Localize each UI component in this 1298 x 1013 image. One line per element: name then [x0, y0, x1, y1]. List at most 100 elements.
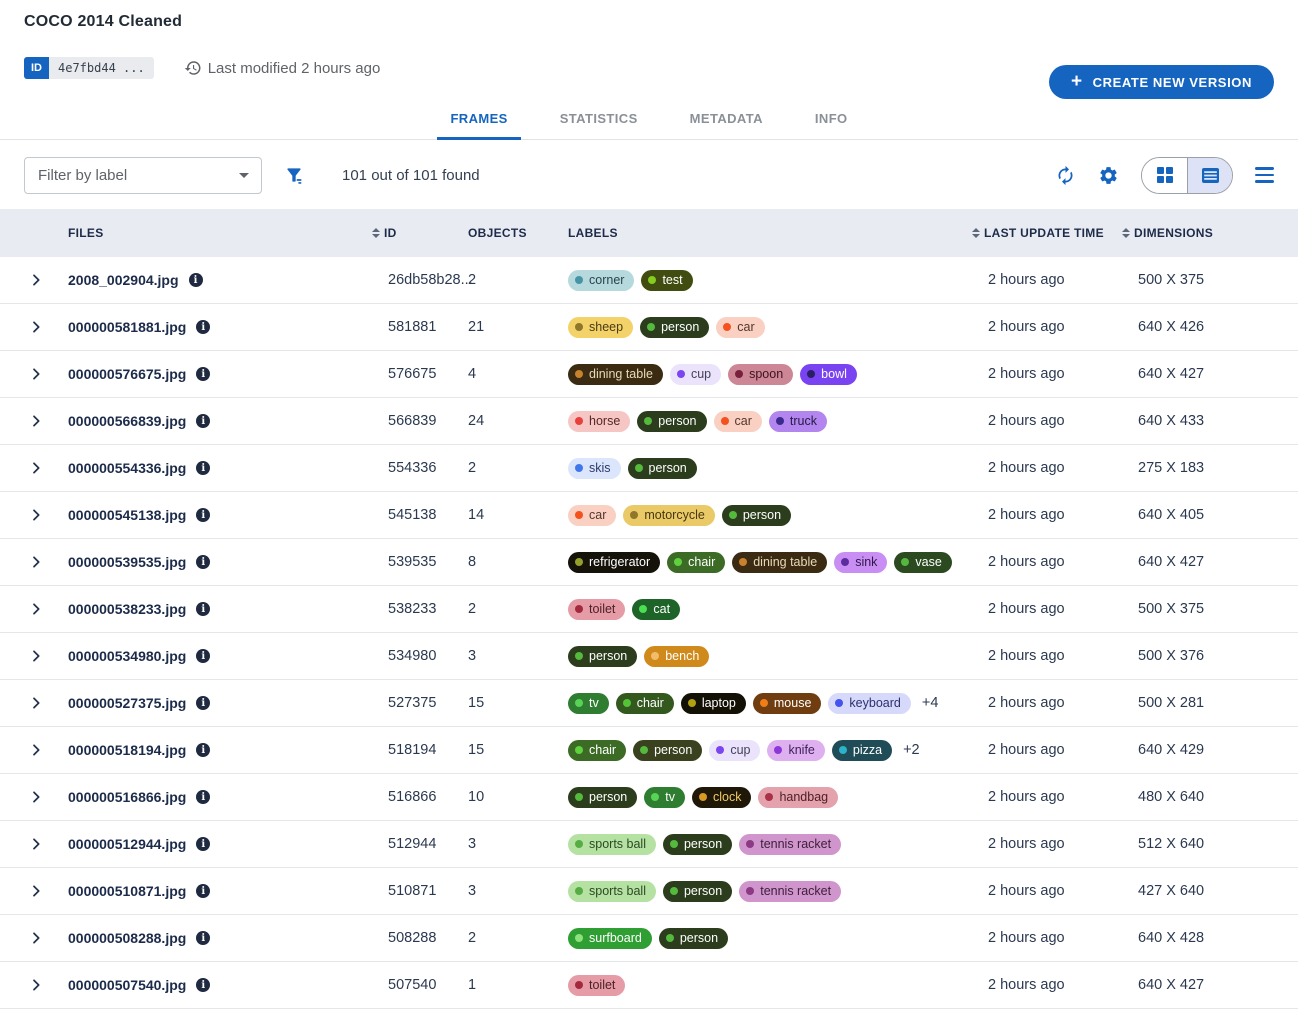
sort-icon[interactable] — [1122, 228, 1130, 238]
table-row[interactable]: 000000576675.jpg i 576675 4 dining table… — [0, 351, 1298, 398]
more-labels-count[interactable]: +2 — [903, 742, 920, 758]
label-chip: chair — [667, 551, 726, 573]
filter-by-label-select[interactable]: Filter by label — [24, 156, 262, 194]
info-icon[interactable]: i — [196, 743, 211, 757]
info-icon[interactable]: i — [196, 320, 211, 334]
settings-gear-icon[interactable] — [1098, 165, 1119, 186]
expand-chevron-icon[interactable] — [24, 554, 68, 570]
tab-info[interactable]: INFO — [814, 111, 848, 126]
item-id: 581881 — [388, 319, 437, 335]
info-icon[interactable]: i — [196, 696, 211, 710]
info-icon[interactable]: i — [196, 461, 211, 475]
dimensions: 500 X 376 — [1138, 648, 1205, 664]
file-name[interactable]: 000000516866.jpg — [68, 789, 187, 805]
dataset-id-badge[interactable]: ID 4e7fbd44 ... — [24, 57, 154, 79]
menu-icon[interactable] — [1255, 167, 1274, 183]
file-name[interactable]: 000000545138.jpg — [68, 507, 187, 523]
column-header-files[interactable]: FILES — [68, 226, 372, 240]
info-icon[interactable]: i — [196, 602, 211, 616]
expand-chevron-icon[interactable] — [24, 413, 68, 429]
expand-chevron-icon[interactable] — [24, 366, 68, 382]
table-row[interactable]: 000000516866.jpg i 516866 10 person tv clo… — [0, 774, 1298, 821]
labels-cell: dining table cup spoon bowl — [568, 363, 972, 385]
table-row[interactable]: 000000512944.jpg i 512944 3 sports ball p… — [0, 821, 1298, 868]
expand-chevron-icon[interactable] — [24, 460, 68, 476]
info-icon[interactable]: i — [196, 555, 211, 569]
sort-icon[interactable] — [372, 228, 380, 238]
tab-metadata[interactable]: METADATA — [689, 111, 763, 126]
expand-chevron-icon[interactable] — [24, 977, 68, 993]
table-row[interactable]: 000000518194.jpg i 518194 15 chair person… — [0, 727, 1298, 774]
label-dot — [720, 417, 729, 425]
table-row[interactable]: 2008_002904.jpg i 26db58b28... 2 corner t… — [0, 257, 1298, 304]
create-new-version-button[interactable]: + CREATE NEW VERSION — [1048, 65, 1274, 99]
filter-funnel-icon[interactable] — [284, 165, 304, 185]
tab-frames[interactable]: FRAMES — [437, 99, 521, 140]
dimensions: 500 X 375 — [1138, 272, 1205, 288]
column-header-last-update-time[interactable]: LAST UPDATE TIME — [972, 226, 1122, 240]
info-icon[interactable]: i — [196, 790, 211, 804]
table-row[interactable]: 000000538233.jpg i 538233 2 toilet cat 2 … — [0, 586, 1298, 633]
table-row[interactable]: 000000539535.jpg i 539535 8 refrigerator… — [0, 539, 1298, 586]
file-name[interactable]: 000000576675.jpg — [68, 366, 187, 382]
expand-chevron-icon[interactable] — [24, 648, 68, 664]
column-header-id[interactable]: ID — [372, 226, 468, 240]
label-chip: sports ball — [568, 833, 656, 855]
file-name[interactable]: 000000507540.jpg — [68, 977, 187, 993]
table-row[interactable]: 000000507540.jpg i 507540 1 toilet 2 hou… — [0, 962, 1298, 1009]
table-row[interactable]: 000000566839.jpg i 566839 24 horse person… — [0, 398, 1298, 445]
info-icon[interactable]: i — [196, 508, 211, 522]
label-dot — [746, 887, 755, 895]
file-name[interactable]: 000000508288.jpg — [68, 930, 187, 946]
file-name[interactable]: 000000534980.jpg — [68, 648, 187, 664]
table-row[interactable]: 000000527375.jpg i 527375 15 tv chair lapt… — [0, 680, 1298, 727]
expand-chevron-icon[interactable] — [24, 272, 68, 288]
column-header-objects[interactable]: OBJECTS — [468, 226, 568, 240]
expand-chevron-icon[interactable] — [24, 930, 68, 946]
expand-chevron-icon[interactable] — [24, 507, 68, 523]
expand-chevron-icon[interactable] — [24, 836, 68, 852]
info-icon[interactable]: i — [196, 978, 211, 992]
more-labels-count[interactable]: +4 — [921, 695, 939, 711]
expand-chevron-icon[interactable] — [24, 789, 68, 805]
label-dot — [723, 323, 732, 331]
info-icon[interactable]: i — [196, 414, 211, 428]
label-dot — [665, 934, 674, 942]
table-row[interactable]: 000000534980.jpg i 534980 3 person bench … — [0, 633, 1298, 680]
table-row[interactable]: 000000510871.jpg i 510871 3 sports ball p… — [0, 868, 1298, 915]
dimensions: 512 X 640 — [1138, 836, 1205, 852]
sort-icon[interactable] — [972, 228, 980, 238]
table-row[interactable]: 000000545138.jpg i 545138 14 car motorcyc… — [0, 492, 1298, 539]
file-name[interactable]: 000000527375.jpg — [68, 695, 187, 711]
file-name[interactable]: 2008_002904.jpg — [68, 272, 179, 288]
column-header-labels[interactable]: LABELS — [568, 226, 972, 240]
grid-view-button[interactable] — [1142, 157, 1187, 193]
info-icon[interactable]: i — [196, 884, 211, 898]
table-row[interactable]: 000000554336.jpg i 554336 2 skis person 2… — [0, 445, 1298, 492]
file-name[interactable]: 000000539535.jpg — [68, 554, 187, 570]
expand-chevron-icon[interactable] — [24, 319, 68, 335]
expand-chevron-icon[interactable] — [24, 742, 68, 758]
file-name[interactable]: 000000554336.jpg — [68, 460, 187, 476]
refresh-icon[interactable] — [1055, 165, 1076, 186]
file-name[interactable]: 000000518194.jpg — [68, 742, 187, 758]
list-view-button[interactable] — [1187, 157, 1232, 193]
file-name[interactable]: 000000581881.jpg — [68, 319, 187, 335]
info-icon[interactable]: i — [196, 931, 211, 945]
info-icon[interactable]: i — [196, 367, 211, 381]
info-icon[interactable]: i — [196, 837, 211, 851]
file-name[interactable]: 000000538233.jpg — [68, 601, 187, 617]
column-header-dimensions[interactable]: DIMENSIONS — [1122, 226, 1274, 240]
expand-chevron-icon[interactable] — [24, 883, 68, 899]
info-icon[interactable]: i — [196, 649, 211, 663]
info-icon[interactable]: i — [188, 273, 203, 287]
expand-chevron-icon[interactable] — [24, 601, 68, 617]
table-row[interactable]: 000000508288.jpg i 508288 2 surfboard per… — [0, 915, 1298, 962]
file-name[interactable]: 000000566839.jpg — [68, 413, 187, 429]
file-name[interactable]: 000000512944.jpg — [68, 836, 187, 852]
file-name[interactable]: 000000510871.jpg — [68, 883, 187, 899]
expand-chevron-icon[interactable] — [24, 695, 68, 711]
table-row[interactable]: 000000581881.jpg i 581881 21 sheep person… — [0, 304, 1298, 351]
labels-cell: sheep person car — [568, 316, 972, 338]
tab-statistics[interactable]: STATISTICS — [559, 111, 638, 126]
